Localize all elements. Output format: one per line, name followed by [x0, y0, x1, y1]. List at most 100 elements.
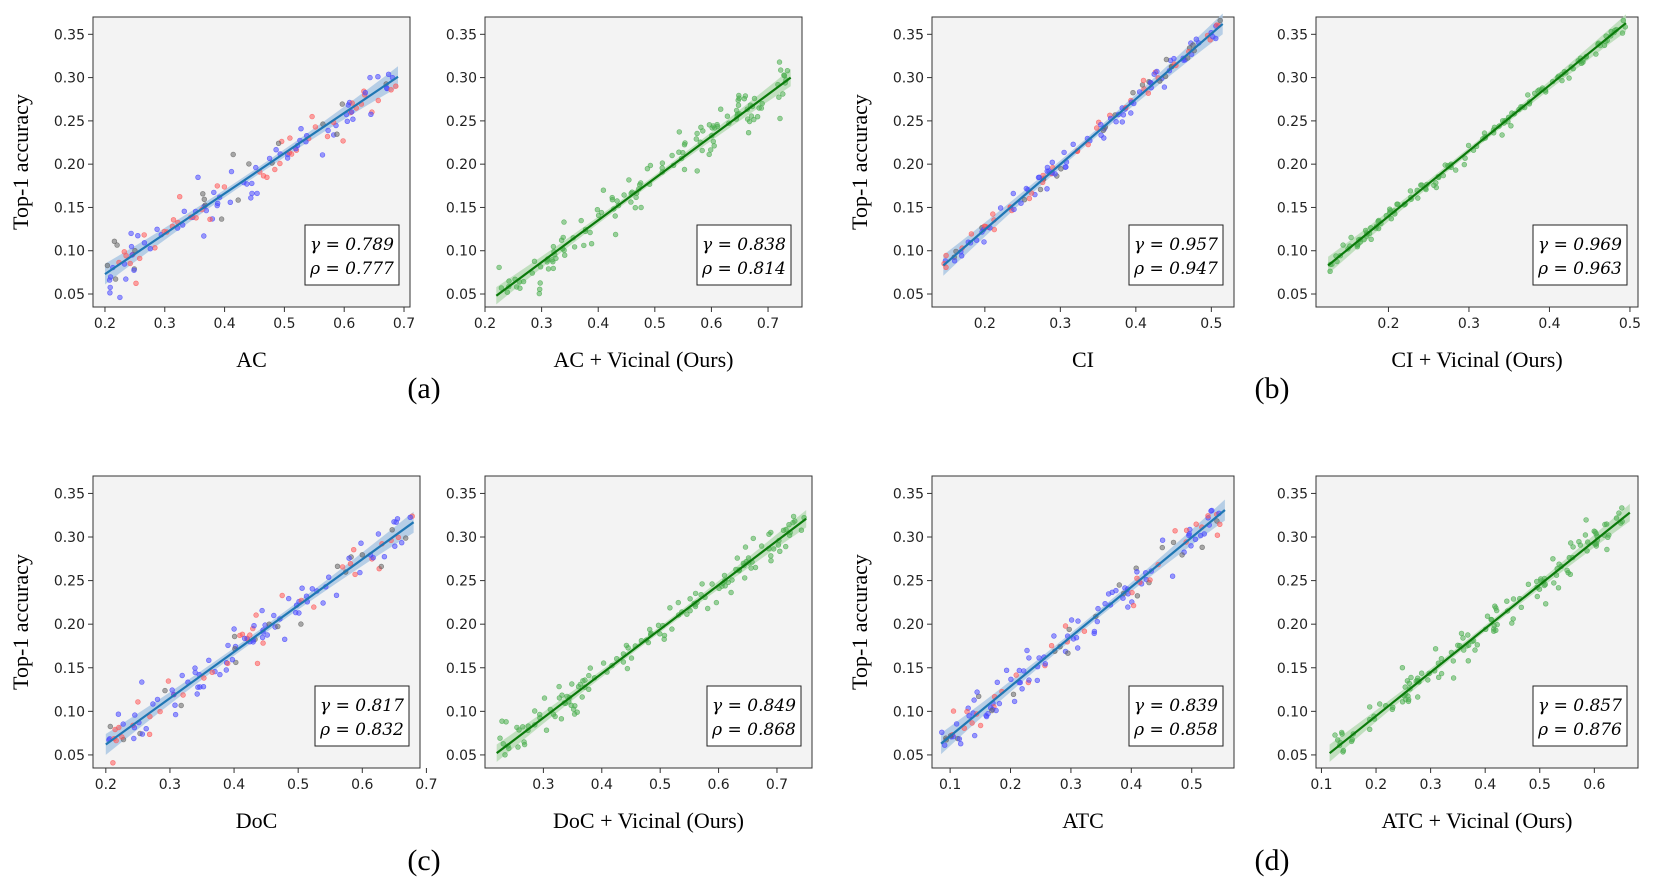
data-point-green — [529, 270, 535, 276]
data-point-red — [264, 174, 270, 181]
data-point-green — [1366, 704, 1373, 710]
data-point-green — [626, 177, 632, 183]
data-point-green — [624, 665, 631, 672]
y-tick-label: 0.30 — [446, 530, 477, 546]
data-point-blue — [1120, 112, 1127, 118]
stats-box — [1532, 685, 1628, 747]
data-point-green — [1406, 680, 1413, 686]
data-point-green — [669, 152, 675, 159]
data-point-green — [676, 149, 682, 155]
x-tick-label: 0.2 — [1377, 316, 1399, 332]
data-point-green — [1438, 655, 1445, 662]
data-point-blue — [997, 205, 1004, 211]
data-point-green — [768, 557, 774, 564]
data-point-green — [1550, 556, 1556, 562]
regression-line — [495, 76, 792, 297]
data-point-blue — [951, 258, 958, 264]
x-tick-label: 0.3 — [154, 316, 176, 332]
data-point-blue — [135, 233, 141, 239]
data-point-green — [748, 565, 754, 571]
data-point-blue — [195, 174, 201, 181]
data-point-green — [1577, 542, 1584, 548]
panels-layer: 0.05 0.10 0.15 0.20 0.25 0.30 0.35 0.2 0.3 0.4 0.5… — [8, 13, 1641, 833]
data-point-blue — [941, 742, 948, 748]
data-point-green — [687, 596, 693, 602]
data-point-red — [1172, 528, 1178, 534]
data-point-blue — [231, 626, 237, 632]
data-point-green — [561, 219, 567, 225]
data-point-green — [729, 577, 735, 583]
data-point-blue — [1019, 686, 1025, 692]
data-point-blue — [1161, 84, 1168, 90]
data-point-blue — [1113, 587, 1119, 594]
data-point-gray — [298, 621, 304, 627]
x-tick-label: 0.3 — [159, 777, 181, 793]
data-point-green — [1465, 142, 1472, 149]
x-axis-title: CI + Vicinal (Ours) — [1391, 347, 1562, 372]
data-point-green — [1450, 675, 1457, 681]
data-point-gray — [1130, 89, 1136, 96]
data-point-green — [1387, 208, 1394, 214]
data-point-green — [531, 708, 538, 714]
data-point-green — [736, 92, 742, 99]
rho-stat: ρ = 0.963 — [1537, 259, 1622, 279]
data-point-green — [1334, 737, 1341, 743]
data-point-red — [969, 720, 975, 726]
data-point-red — [112, 726, 118, 733]
data-point-green — [675, 599, 681, 606]
data-point-blue — [107, 290, 113, 296]
data-point-green — [1570, 544, 1576, 550]
stats-box — [314, 685, 410, 747]
data-point-green — [614, 198, 620, 204]
data-point-red — [352, 571, 358, 578]
data-point-green — [748, 113, 755, 119]
data-point-blue — [1023, 185, 1030, 192]
data-point-green — [782, 543, 789, 550]
y-tick-label: 0.05 — [446, 748, 477, 764]
y-tick-label: 0.05 — [1277, 287, 1308, 303]
rho-stat: ρ = 0.868 — [711, 720, 796, 740]
data-point-green — [1619, 30, 1626, 36]
x-tick-label: 0.1 — [1310, 777, 1332, 793]
x-axis-title: AC — [236, 347, 267, 372]
data-point-green — [692, 590, 699, 597]
data-point-green — [1458, 630, 1465, 637]
data-point-green — [571, 244, 578, 250]
data-point-green — [537, 264, 544, 270]
data-point-green — [579, 694, 585, 700]
data-point-blue — [271, 612, 277, 619]
data-point-green — [684, 611, 690, 617]
data-point-green — [786, 532, 793, 538]
data-point-red — [1214, 532, 1221, 538]
data-point-green — [1440, 172, 1447, 179]
data-point-blue — [131, 267, 137, 273]
data-point-blue — [1042, 661, 1049, 667]
data-point-blue — [357, 569, 363, 576]
y-tick-label: 0.10 — [446, 704, 477, 720]
data-point-green — [661, 632, 668, 639]
data-point-blue — [147, 246, 154, 252]
data-point-blue — [345, 102, 351, 108]
data-point-red — [950, 708, 957, 714]
regression-line — [1327, 22, 1627, 267]
data-point-red — [311, 604, 317, 610]
data-point-green — [669, 626, 675, 632]
data-point-green — [1593, 51, 1599, 57]
data-point-blue — [259, 634, 266, 641]
data-point-red — [225, 660, 231, 667]
data-point-green — [659, 160, 666, 166]
data-point-blue — [1016, 667, 1022, 674]
data-point-green — [768, 553, 774, 559]
rho-stat: ρ = 0.858 — [1133, 720, 1218, 740]
data-point-green — [735, 102, 742, 108]
data-point-blue — [1125, 604, 1131, 610]
data-point-red — [193, 215, 199, 221]
data-point-green — [1327, 268, 1333, 274]
y-tick-label: 0.25 — [54, 574, 85, 590]
data-point-blue — [150, 701, 156, 707]
x-tick-label: 0.2 — [95, 777, 117, 793]
data-point-blue — [282, 636, 288, 642]
data-point-green — [1499, 132, 1505, 138]
data-point-green — [561, 252, 568, 258]
x-tick-label: 0.5 — [1619, 316, 1641, 332]
